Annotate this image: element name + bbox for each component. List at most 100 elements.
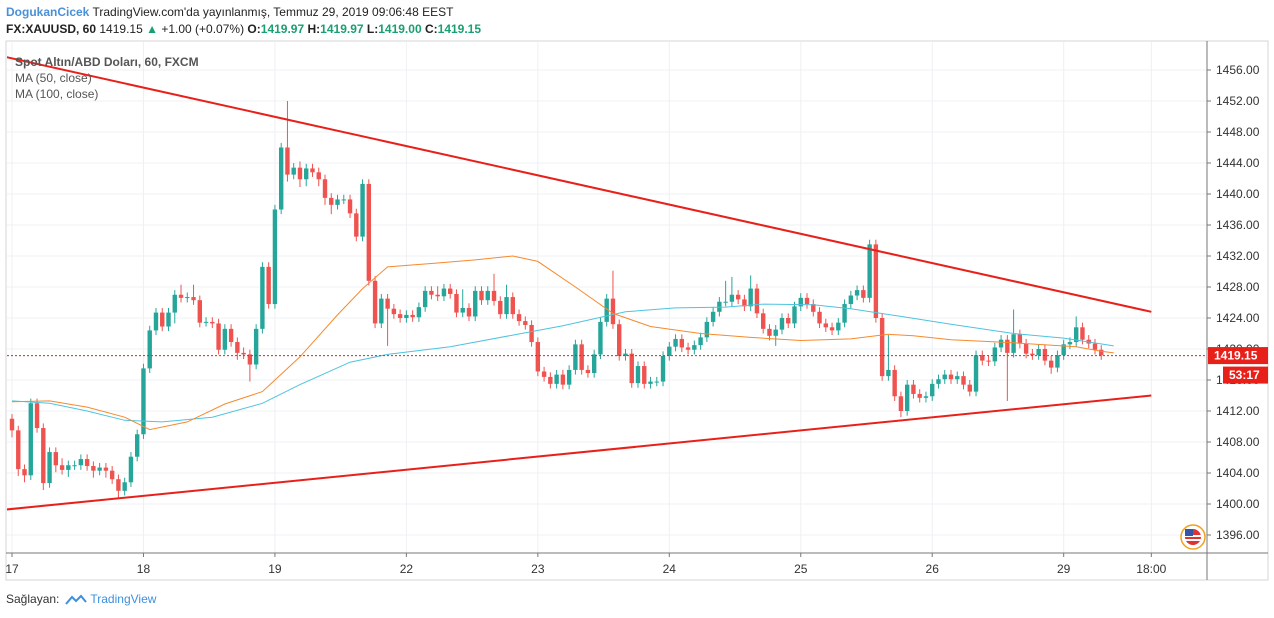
x-tick-label: 24	[663, 562, 677, 576]
candle-body	[28, 403, 33, 476]
candle-body	[942, 374, 947, 380]
candle-body	[66, 465, 71, 470]
candle-body	[566, 369, 572, 385]
y-tick-label: 1404.00	[1216, 466, 1260, 480]
candle-body	[147, 330, 152, 369]
candle-body	[391, 308, 397, 315]
candle-body	[1099, 349, 1104, 356]
candle-body	[272, 209, 278, 305]
provider-label: Sağlayan:	[6, 592, 60, 606]
candle-body	[742, 299, 747, 307]
candle-body	[554, 374, 559, 384]
chart-frame	[5, 40, 1269, 581]
candle-body	[723, 301, 728, 303]
candle-body	[422, 290, 428, 308]
candle-body	[591, 354, 597, 374]
candle-body	[278, 147, 284, 210]
candle-body	[235, 342, 240, 353]
svg-text:1419.15: 1419.15	[1214, 349, 1258, 363]
candle-body	[541, 371, 547, 377]
candle-body	[804, 297, 810, 305]
candle-body	[529, 324, 534, 343]
candle-body	[629, 353, 634, 384]
candle-body	[1005, 339, 1010, 353]
candle-body	[372, 280, 378, 324]
candle-body	[579, 344, 584, 370]
candle-body	[441, 288, 447, 297]
y-tick-label: 1436.00	[1216, 218, 1260, 232]
candle-body	[285, 147, 290, 175]
candle-body	[385, 298, 390, 309]
candle-body	[310, 168, 315, 173]
lower-trendline[interactable]	[0, 394, 1152, 514]
high-label: H:	[307, 22, 321, 36]
candle-body	[692, 345, 697, 350]
x-tick-label: 29	[1057, 562, 1071, 576]
candle-body	[228, 328, 234, 343]
candle-body	[848, 295, 854, 305]
candle-body	[948, 374, 954, 380]
candle-body	[1036, 349, 1041, 356]
open-value: 1419.97	[260, 22, 305, 36]
candle-body	[122, 482, 127, 491]
ma100-line	[11, 303, 1114, 423]
low-value: 1419.00	[378, 22, 422, 36]
candles	[9, 101, 1104, 498]
ohlc-line: FX:XAUUSD, 60 1419.15 ▲ +1.00 (+0.07%) O…	[6, 22, 481, 36]
legend-ma100[interactable]: MA (100, close)	[15, 87, 98, 101]
candle-body	[316, 172, 321, 180]
candle-body	[930, 383, 935, 397]
candle-body	[786, 318, 791, 324]
candle-body	[84, 459, 90, 467]
symbol-label: FX:XAUUSD, 60	[6, 22, 97, 36]
candle-body	[210, 321, 215, 324]
candle-body	[811, 304, 816, 312]
candle-body	[998, 339, 1004, 348]
candle-body	[360, 183, 365, 237]
y-tick-label: 1424.00	[1216, 311, 1260, 325]
candle-body	[748, 288, 753, 307]
candle-body	[904, 384, 910, 411]
x-tick-label: 22	[400, 562, 414, 576]
author-name[interactable]: DogukanCicek	[6, 5, 90, 19]
candle-body	[354, 213, 359, 237]
y-tick-label: 1456.00	[1216, 63, 1260, 77]
candle-body	[1080, 327, 1085, 340]
candle-body	[172, 294, 177, 313]
candle-body	[854, 290, 860, 296]
candle-body	[754, 288, 760, 314]
last-price: 1419.15	[99, 22, 143, 36]
candle-body	[729, 294, 735, 302]
tradingview-brand[interactable]: TradingView	[90, 592, 157, 606]
candle-body	[185, 297, 190, 299]
time-axis[interactable]: 17 18 19 22 23 24 25 26 29 18:00	[5, 553, 1167, 576]
candle-body	[617, 324, 622, 356]
tradingview-logo-icon	[65, 594, 88, 605]
currency-flag-icon[interactable]	[1180, 524, 1206, 550]
candle-body	[642, 366, 647, 384]
candle-body	[166, 312, 171, 327]
legend-ma50[interactable]: MA (50, close)	[15, 71, 92, 85]
candle-body	[704, 321, 710, 338]
candle-body	[873, 244, 879, 318]
y-tick-label: 1452.00	[1216, 94, 1260, 108]
price-axis[interactable]: 1396.001400.001404.001408.001412.001416.…	[1207, 63, 1260, 542]
plot-area[interactable]	[0, 44, 1207, 513]
upper-trendline[interactable]	[0, 44, 1152, 313]
candle-body	[1017, 334, 1023, 344]
candle-body	[435, 294, 440, 297]
candle-body	[191, 297, 196, 301]
y-tick-label: 1412.00	[1216, 404, 1260, 418]
candle-body	[160, 312, 165, 327]
candle-body	[598, 321, 603, 355]
candle-body	[955, 376, 960, 380]
candle-body	[685, 347, 691, 350]
publish-line: DogukanCicek TradingView.com'da yayınlan…	[6, 5, 453, 19]
candle-body	[817, 311, 822, 324]
candle-body	[836, 322, 841, 331]
candle-body	[491, 290, 497, 301]
candle-body	[241, 352, 246, 355]
x-tick-label: 17	[5, 562, 19, 576]
candle-body	[291, 167, 296, 175]
